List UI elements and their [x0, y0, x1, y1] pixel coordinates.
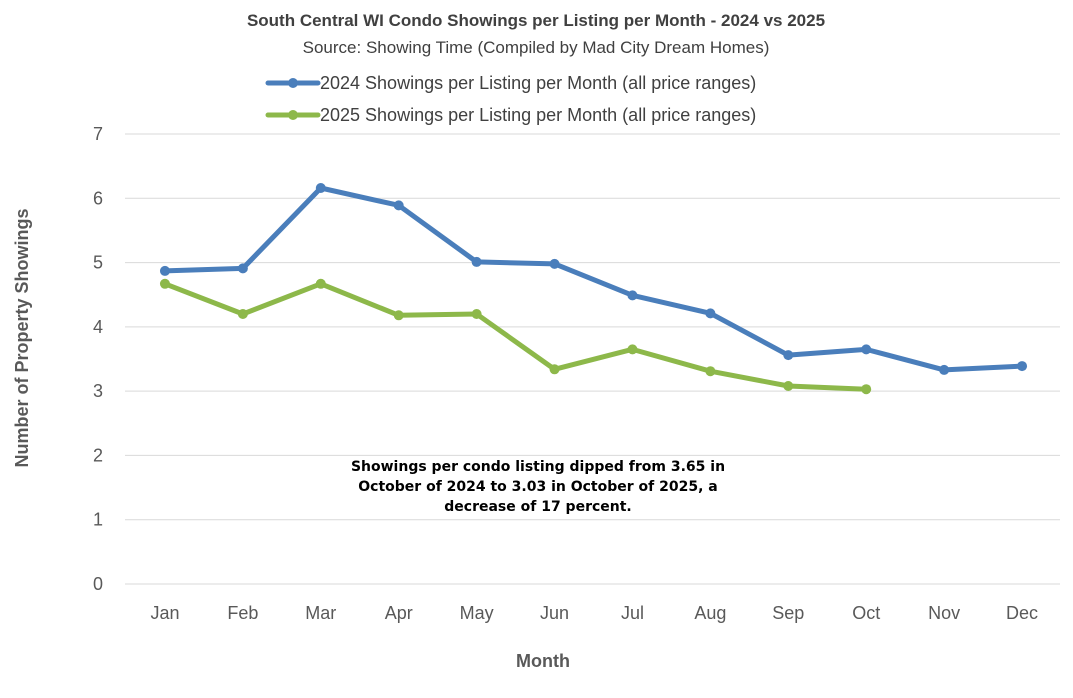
data-point-series-2 — [549, 364, 560, 375]
data-point-series-2 — [627, 344, 638, 355]
data-point-series-2 — [471, 309, 482, 319]
data-point-series-1 — [861, 344, 872, 355]
data-point-series-1 — [1017, 361, 1028, 372]
data-point-series-2 — [159, 278, 170, 289]
annotation: Showings per condo listing dipped from 3… — [351, 459, 725, 515]
y-tick-label: 3 — [93, 381, 103, 401]
legend-entry-1: 2024 Showings per Listing per Month (all… — [320, 73, 756, 93]
data-point-series-1 — [237, 263, 248, 274]
data-point-series-1 — [159, 265, 170, 276]
y-tick-label: 6 — [93, 188, 103, 208]
annotation-line-2: October of 2024 to 3.03 in October of 20… — [358, 479, 717, 495]
series-line-1 — [162, 185, 1025, 373]
x-tick-label: Jun — [540, 603, 569, 623]
annotation-line-3: decrease of 17 percent. — [444, 499, 632, 515]
legend-swatch-marker — [288, 78, 298, 88]
x-tick-label: May — [460, 603, 494, 623]
y-tick-label: 1 — [93, 510, 103, 530]
data-point-series-2 — [783, 381, 794, 391]
x-tick-label: Feb — [227, 603, 258, 623]
chart-title: South Central WI Condo Showings per List… — [247, 11, 825, 30]
y-tick-label: 0 — [93, 574, 103, 594]
data-point-series-1 — [315, 183, 326, 193]
gridlines — [125, 133, 1060, 585]
data-point-series-1 — [783, 350, 794, 361]
y-axis-label: Number of Property Showings — [12, 208, 32, 467]
x-tick-label: Sep — [772, 603, 804, 623]
legend-swatch-marker — [288, 110, 298, 120]
legend: 2024 Showings per Listing per Month (all… — [265, 73, 756, 125]
x-tick-label: Dec — [1006, 603, 1038, 623]
data-point-series-1 — [393, 200, 404, 211]
x-tick-label: Apr — [385, 603, 413, 623]
y-tick-label: 5 — [93, 253, 103, 273]
chart-subtitle: Source: Showing Time (Compiled by Mad Ci… — [303, 38, 770, 57]
x-axis-label: Month — [516, 651, 570, 671]
data-point-series-2 — [315, 278, 326, 289]
x-tick-label: Nov — [928, 603, 960, 623]
data-point-series-1 — [627, 290, 638, 301]
data-point-series-1 — [939, 364, 950, 375]
y-tick-labels: 0 1 2 3 4 5 6 7 — [93, 124, 103, 594]
data-point-series-1 — [471, 256, 482, 267]
data-point-series-1 — [705, 308, 716, 319]
x-tick-label: Jan — [150, 603, 179, 623]
legend-entry-2: 2025 Showings per Listing per Month (all… — [320, 105, 756, 125]
data-point-series-2 — [705, 366, 716, 377]
x-tick-label: Oct — [852, 603, 880, 623]
x-tick-label: Jul — [621, 603, 644, 623]
data-point-series-2 — [393, 310, 404, 321]
x-tick-label: Aug — [694, 603, 726, 623]
y-tick-label: 4 — [93, 317, 103, 337]
x-tick-labels: Jan Feb Mar Apr May Jun Jul Aug Sep Oct Nov Dec — [150, 603, 1038, 623]
data-point-series-2 — [237, 309, 248, 319]
series-line-2 — [162, 281, 869, 392]
x-tick-label: Mar — [305, 603, 336, 623]
data-point-series-1 — [549, 258, 560, 269]
series-lines — [159, 183, 1028, 395]
annotation-line-1: Showings per condo listing dipped from 3… — [351, 459, 725, 475]
y-tick-label: 2 — [93, 445, 103, 465]
y-tick-label: 7 — [93, 124, 103, 144]
data-point-series-2 — [861, 384, 872, 395]
